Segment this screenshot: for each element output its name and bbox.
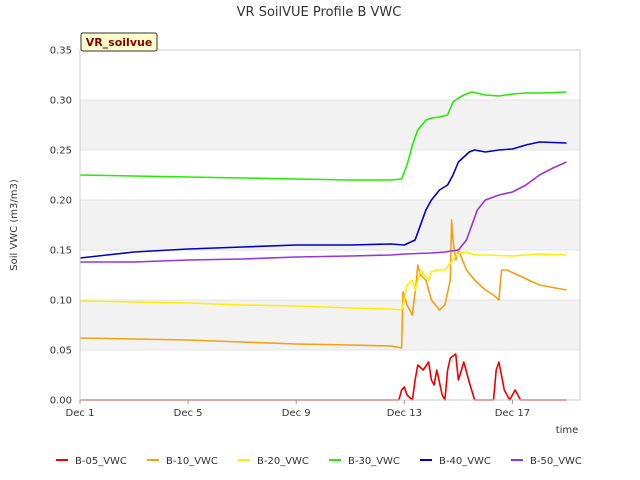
legend-item-b-30-vwc: B-30_VWC: [329, 456, 400, 467]
x-tick-label: Dec 17: [495, 408, 530, 419]
background-band: [80, 100, 580, 150]
x-tick-label: Dec 1: [66, 408, 95, 419]
series-line-b-40-vwc: [79, 141, 567, 259]
plot-background-bands: [80, 50, 580, 400]
y-tick-label: 0.15: [50, 246, 72, 257]
x-tick-label: Dec 9: [282, 408, 311, 419]
chart-title: VR SoilVUE Profile B VWC: [237, 5, 402, 20]
legend-item-b-20-vwc: B-20_VWC: [238, 456, 309, 467]
x-tick-labels: Dec 1 Dec 5 Dec 9 Dec 13 Dec 17: [66, 400, 530, 419]
legend-label: B-05_VWC: [75, 456, 127, 467]
background-band: [80, 50, 580, 100]
series-line-b-10-vwc: [79, 219, 567, 349]
legend-item-b-50-vwc: B-50_VWC: [511, 456, 582, 467]
series-lines: [79, 91, 567, 401]
legend-label: B-20_VWC: [257, 456, 309, 467]
background-band: [80, 350, 580, 400]
legend-item-b-10-vwc: B-10_VWC: [147, 456, 218, 467]
background-band: [80, 300, 580, 350]
y-tick-label: 0.05: [50, 346, 72, 357]
series-line-b-50-vwc: [80, 161, 567, 263]
y-tick-label: 0.20: [50, 196, 72, 207]
background-band: [80, 200, 580, 250]
legend-label: B-50_VWC: [530, 456, 582, 467]
legend-label: B-40_VWC: [439, 456, 491, 467]
legend-label: B-30_VWC: [348, 456, 400, 467]
y-tick-label: 0.00: [50, 396, 72, 407]
legend-item-b-05-vwc: B-05_VWC: [56, 456, 127, 467]
legend: B-05_VWC B-10_VWC B-20_VWC B-30_VWC B-40_VWC…: [56, 456, 582, 467]
x-tick-label: Dec 5: [174, 408, 203, 419]
station-badge-label: VR_soilvue: [86, 36, 153, 49]
y-tick-label: 0.30: [50, 96, 72, 107]
series-line-b-05-vwc: [80, 353, 567, 401]
legend-item-b-40-vwc: B-40_VWC: [420, 456, 491, 467]
background-band: [80, 250, 580, 300]
series-line-b-20-vwc: [79, 251, 567, 311]
y-tick-labels: 0.00 0.05 0.10 0.15 0.20 0.25 0.30 0.35: [50, 46, 72, 407]
y-tick-label: 0.10: [50, 296, 72, 307]
legend-label: B-10_VWC: [166, 456, 218, 467]
station-badge-box: [80, 32, 158, 52]
x-axis-title: time: [556, 425, 579, 436]
series-line-b-30-vwc: [79, 91, 567, 181]
y-tick-label: 0.35: [50, 46, 72, 57]
y-tick-label: 0.25: [50, 146, 72, 157]
y-axis-title: Soil VWC (m3/m3): [9, 179, 20, 271]
background-band: [80, 150, 580, 200]
x-tick-label: Dec 13: [387, 408, 422, 419]
plot-frame: [79, 49, 581, 401]
station-badge: VR_soilvue: [80, 32, 158, 52]
